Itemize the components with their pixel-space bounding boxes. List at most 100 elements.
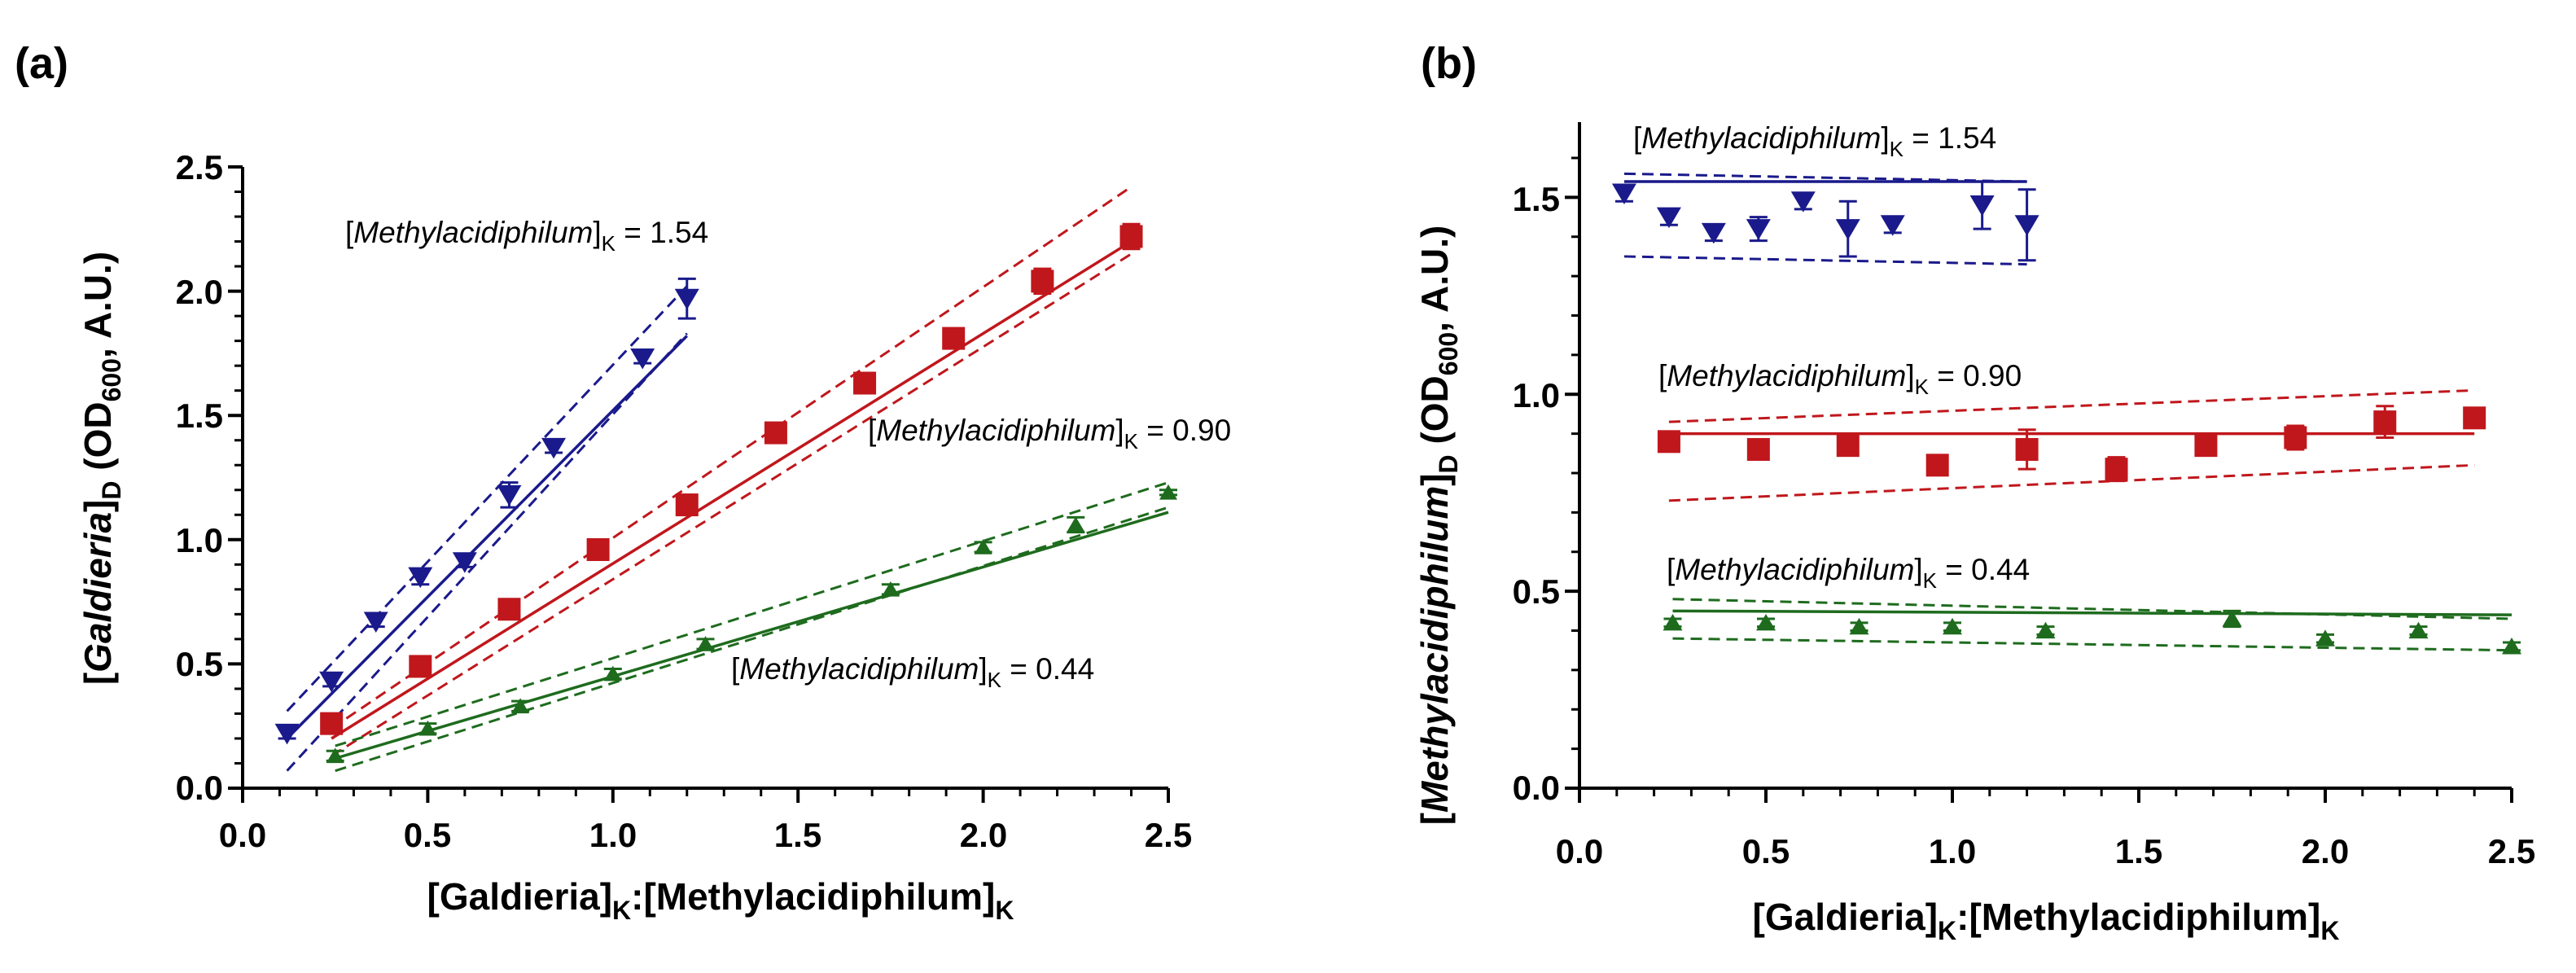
panel-b-x-tick-label: 2.5 [2488,832,2535,870]
data-point-triangle-down [274,723,300,745]
panel-a-y-tick-label: 2.5 [176,148,223,186]
data-point-triangle-down [497,484,522,506]
data-point-square [675,493,699,517]
data-point-triangle-up [2222,610,2242,627]
data-point-triangle-down [319,671,344,693]
panel-a: (a) [Galdieria]D (OD600, A.U.) [Galdieri… [15,39,1231,925]
panel-a-ticks [228,165,1170,803]
ci-lower-line [286,332,688,772]
ci-upper-line [1668,388,2475,423]
panel-a-series-label-green: [Methylacidiphilum]K = 0.44 [731,652,1094,692]
panel-b-x-tick-label: 1.5 [2115,832,2162,870]
panel-a-y-tick-label: 1.0 [176,521,223,559]
data-point-triangle-up [603,665,622,682]
data-point-triangle-up [1663,614,1683,631]
fit-line [286,335,689,740]
data-point-triangle-up [2315,629,2335,646]
panel-b-series-label-blue: [Methylacidiphilum]K = 1.54 [1633,121,1996,161]
data-point-triangle-down [541,437,567,459]
data-point-square [1836,434,1860,458]
panel-b: (b) [Methylacidiphilum]D (OD600, A.U.) [… [1413,39,2535,945]
panel-a-series-2 [326,481,1177,773]
ci-upper-line [1623,172,2027,183]
panel-b-series-1 [1657,388,2486,502]
panel-b-x-axis-title: [Galdieria]K:[Methylacidiphilum]K [1753,896,2340,945]
data-point-square [409,655,432,678]
panel-b-y-tick-label: 1.0 [1513,376,1560,414]
data-point-triangle-down [1790,191,1816,213]
ci-lower-line [1623,255,2027,266]
data-point-square [2015,437,2039,461]
data-point-square [497,598,521,621]
data-point-triangle-down [1835,219,1860,240]
panel-b-x-tick-label: 0.0 [1556,832,1603,870]
ci-upper-line [335,481,1169,747]
data-point-triangle-up [1943,617,1962,635]
data-point-triangle-down [363,611,388,633]
panel-b-plot-area [1611,172,2521,655]
data-point-square [2284,426,2307,449]
panel-b-x-tick-label: 0.5 [1742,832,1790,870]
panel-b-label: (b) [1421,39,1477,88]
panel-a-series-0 [274,277,699,772]
data-point-triangle-up [326,747,344,764]
data-point-triangle-down [1701,222,1726,244]
data-point-square [942,327,966,350]
panel-a-x-tick-label: 1.5 [774,816,821,854]
data-point-triangle-up [2502,638,2521,655]
data-point-triangle-up [1849,617,1869,635]
panel-a-x-tick-label: 0.0 [219,816,266,854]
fit-line [331,240,1132,740]
data-point-triangle-up [1067,516,1085,533]
data-point-square [2463,406,2486,430]
data-point-triangle-down [452,552,477,573]
data-point-square [586,538,610,562]
panel-a-y-tick-label: 1.5 [176,397,223,435]
data-point-triangle-down [1746,219,1771,240]
panel-a-x-axis-title: [Galdieria]K:[Methylacidiphilum]K [427,875,1014,925]
data-point-square [2105,458,2128,481]
panel-b-x-tick-label: 1.0 [1929,832,1976,870]
data-point-square [853,371,877,395]
data-point-square [1119,225,1143,248]
data-point-triangle-up [418,720,437,736]
panel-a-x-tick-label: 0.5 [404,816,451,854]
ci-upper-line [286,285,688,712]
panel-b-ticks [1565,156,2513,803]
ci-upper-line [1672,598,2512,620]
panel-a-x-tick-label: 1.0 [589,816,637,854]
panel-a-series-label-red: [Methylacidiphilum]K = 0.90 [868,414,1231,454]
data-point-square [320,712,344,735]
ci-lower-line [1672,637,2512,652]
panel-a-plot-area [274,186,1177,773]
data-point-triangle-down [408,567,433,589]
data-point-triangle-down [1880,215,1905,236]
data-point-square [2373,410,2397,434]
data-point-square [764,421,787,445]
panel-b-series-2 [1663,598,2521,655]
ci-lower-line [1668,463,2475,502]
data-point-square [1031,270,1054,293]
data-point-square [1657,430,1680,454]
panel-b-y-tick-label: 0.0 [1513,769,1560,807]
panel-b-y-tick-label: 0.5 [1513,572,1560,611]
panel-a-y-tick-label: 2.0 [176,273,223,311]
panel-a-x-tick-label: 2.0 [960,816,1007,854]
ci-lower-line [331,252,1132,757]
panel-b-x-tick-label: 2.0 [2302,832,2349,870]
panel-a-y-tick-label: 0.0 [176,769,223,807]
data-point-triangle-up [974,539,992,554]
ci-lower-line [335,506,1169,773]
panel-a-y-tick-label: 0.5 [176,645,223,683]
panel-b-series-label-green: [Methylacidiphilum]K = 0.44 [1667,553,2030,593]
data-point-square [2194,434,2218,458]
fit-line [335,511,1169,760]
data-point-triangle-up [1756,614,1776,631]
panel-b-series-0 [1611,172,2039,266]
panel-a-y-axis-title: [Galdieria]D (OD600, A.U.) [77,252,126,685]
data-point-triangle-up [1159,484,1177,500]
data-point-triangle-up [2035,621,2056,639]
panel-b-series-label-red: [Methylacidiphilum]K = 0.90 [1658,359,2022,399]
panel-b-y-tick-label: 1.5 [1513,180,1560,218]
